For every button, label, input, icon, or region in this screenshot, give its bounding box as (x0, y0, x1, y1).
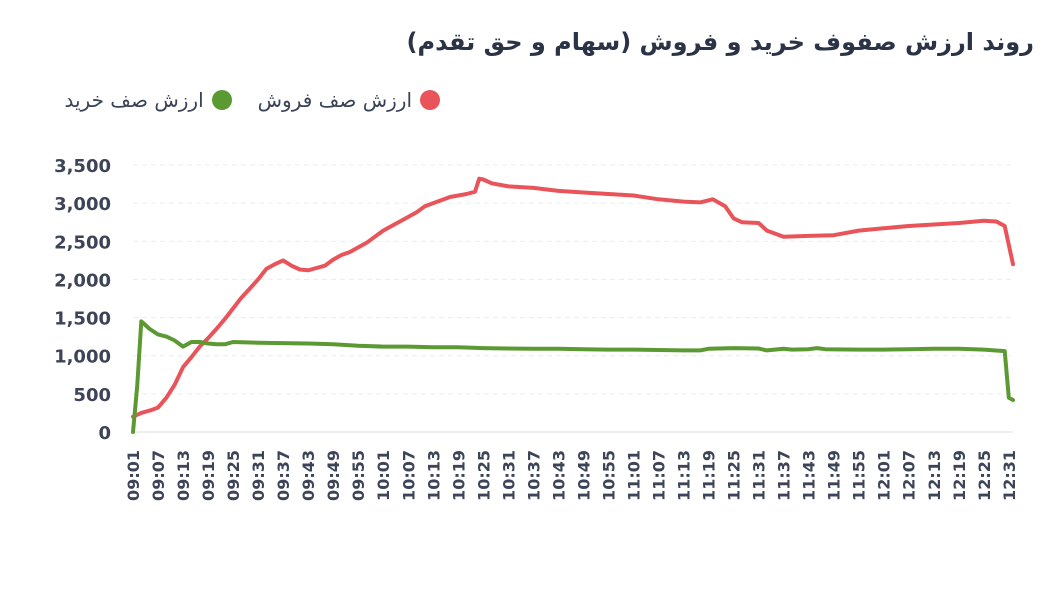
y-tick-label: 1,500 (54, 309, 111, 330)
legend-item-buy[interactable]: ارزش صف خرید (64, 88, 232, 112)
x-tick-label: 11:37 (775, 450, 794, 501)
y-tick-label: 1,000 (54, 347, 111, 368)
x-tick-label: 12:25 (975, 450, 994, 501)
y-tick-label: 0 (98, 423, 111, 444)
y-axis-ticks: 0 500 1,000 1,500 2,000 2,500 3,000 3,500 (54, 156, 111, 444)
x-tick-label: 12:07 (900, 450, 919, 501)
x-tick-label: 09:31 (249, 450, 268, 501)
y-tick-label: 3,500 (54, 156, 111, 177)
chart-title: روند ارزش صفوف خرید و فروش (سهام و حق تق… (406, 28, 1034, 56)
x-tick-label: 10:55 (599, 450, 618, 501)
x-tick-label: 11:31 (750, 450, 769, 501)
x-tick-label: 10:43 (549, 450, 568, 501)
x-tick-label: 10:37 (524, 450, 543, 501)
x-tick-label: 10:49 (574, 450, 593, 501)
x-tick-label: 10:13 (424, 450, 443, 501)
x-tick-label: 10:31 (499, 450, 518, 501)
y-tick-label: 3,000 (54, 194, 111, 215)
legend-item-sell[interactable]: ارزش صف فروش (258, 88, 440, 112)
x-tick-label: 12:13 (925, 450, 944, 501)
x-tick-label: 09:49 (324, 450, 343, 501)
x-tick-label: 10:01 (374, 450, 393, 501)
x-tick-label: 11:19 (700, 450, 719, 501)
series-line-sell (131, 176, 1015, 419)
series-lines (131, 176, 1015, 434)
x-tick-label: 09:37 (274, 450, 293, 501)
x-tick-label: 12:19 (950, 450, 969, 501)
x-tick-label: 09:13 (174, 450, 193, 501)
x-tick-label: 10:19 (449, 450, 468, 501)
legend-sell-label: ارزش صف فروش (257, 88, 412, 112)
legend-sell-swatch (420, 90, 440, 110)
y-tick-label: 2,000 (54, 270, 111, 291)
y-tick-label: 2,500 (54, 232, 111, 253)
x-tick-label: 10:07 (399, 450, 418, 501)
grid-lines (133, 164, 1013, 433)
legend-buy-swatch (211, 90, 232, 110)
x-tick-label: 11:49 (825, 450, 844, 501)
x-tick-label: 09:07 (149, 450, 168, 501)
x-tick-label: 11:13 (675, 450, 694, 501)
series-line-buy (131, 319, 1015, 434)
x-axis-ticks: 09:01 09:07 09:13 09:19 09:25 09:31 09:37 09:43… (124, 450, 1019, 501)
y-tick-label: 500 (73, 385, 111, 406)
legend-buy-label: ارزش صف خرید (64, 88, 204, 112)
x-tick-label: 09:25 (224, 450, 243, 501)
x-tick-label: 11:01 (624, 450, 643, 501)
x-tick-label: 10:25 (474, 450, 493, 501)
x-tick-label: 11:07 (649, 450, 668, 501)
x-tick-label: 09:01 (124, 450, 143, 501)
chart-legend: ارزش صف فروش ارزش صف خرید (38, 88, 440, 112)
x-tick-label: 12:01 (875, 450, 894, 501)
x-tick-label: 09:19 (199, 450, 218, 501)
x-tick-label: 11:25 (725, 450, 744, 501)
x-tick-label: 11:43 (800, 450, 819, 501)
x-tick-label: 09:55 (349, 450, 368, 501)
x-tick-label: 12:31 (1000, 450, 1019, 501)
x-tick-label: 09:43 (299, 450, 318, 501)
x-tick-label: 11:55 (850, 450, 869, 501)
